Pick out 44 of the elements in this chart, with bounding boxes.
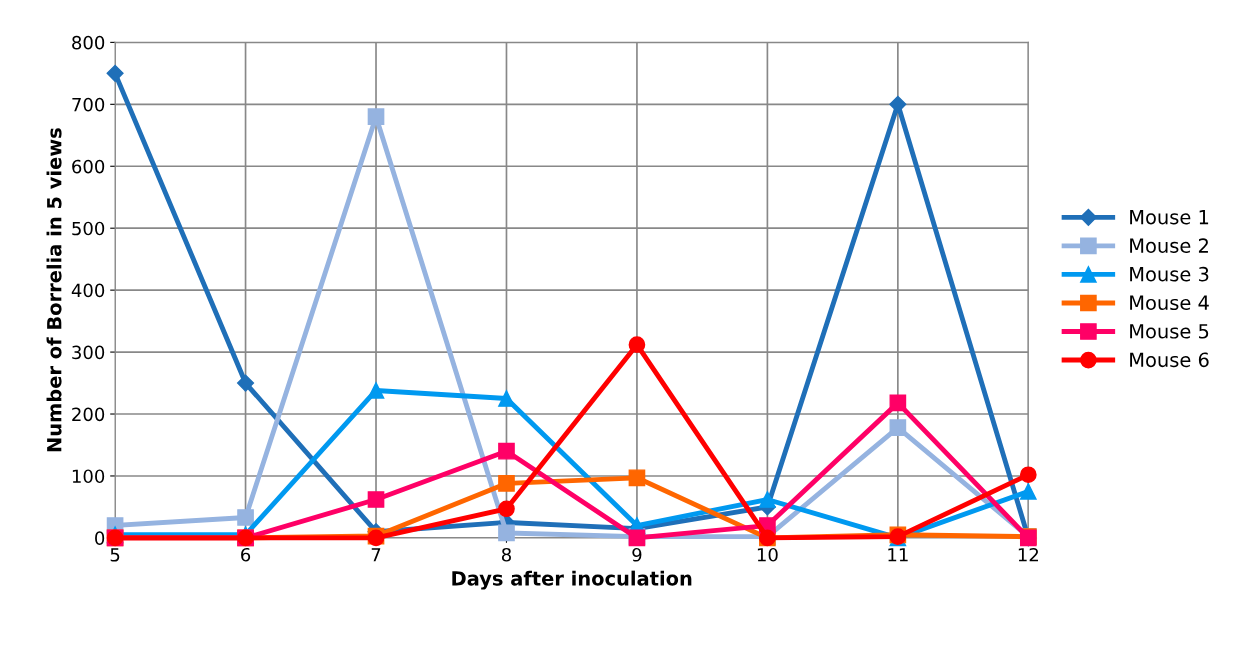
point <box>889 394 907 412</box>
x-tick-label: 12 <box>1018 547 1038 562</box>
legend-label: Mouse 3 <box>1130 266 1209 282</box>
point <box>237 509 254 526</box>
point <box>498 524 515 542</box>
point <box>498 500 515 518</box>
point <box>367 491 385 508</box>
point <box>498 390 515 407</box>
point <box>1019 466 1037 484</box>
point <box>628 336 646 353</box>
point <box>367 382 385 399</box>
y-tick-label: 500 <box>72 221 105 236</box>
point <box>889 95 907 113</box>
x-tick-label: 9 <box>632 547 642 562</box>
point <box>498 442 515 460</box>
point <box>106 64 124 82</box>
legend-label: Mouse 5 <box>1130 324 1209 339</box>
y-tick-label: 300 <box>72 345 105 360</box>
y-tick-label: 200 <box>72 407 105 422</box>
y-axis-title: Number of Borrelia in 5 views <box>46 128 62 452</box>
x-tick-label: 11 <box>888 548 908 562</box>
y-tick-label: 0 <box>95 531 105 546</box>
legend-label: Mouse 6 <box>1130 352 1209 368</box>
point <box>1019 483 1037 500</box>
point <box>759 491 776 508</box>
x-tick-label: 5 <box>110 548 120 562</box>
legend-label: Mouse 4 <box>1130 295 1209 311</box>
y-tick-label: 700 <box>72 97 105 112</box>
y-tick-label: 600 <box>72 159 105 174</box>
y-tick-label: 100 <box>72 469 105 484</box>
x-tick-label: 6 <box>241 547 251 562</box>
point <box>367 108 385 126</box>
legend-label: Mouse 1 <box>1130 209 1209 225</box>
point <box>498 475 515 492</box>
y-tick-label: 800 <box>72 35 105 50</box>
legend-label: Mouse 2 <box>1130 238 1208 253</box>
x-tick-label: 7 <box>371 548 381 562</box>
y-tick-label: 400 <box>71 283 105 298</box>
point <box>237 374 255 392</box>
point <box>628 469 646 487</box>
x-tick-label: 10 <box>757 547 778 562</box>
x-tick-label: 8 <box>501 547 511 562</box>
x-axis-title: Days after inoculation <box>452 570 692 590</box>
point <box>889 419 907 436</box>
